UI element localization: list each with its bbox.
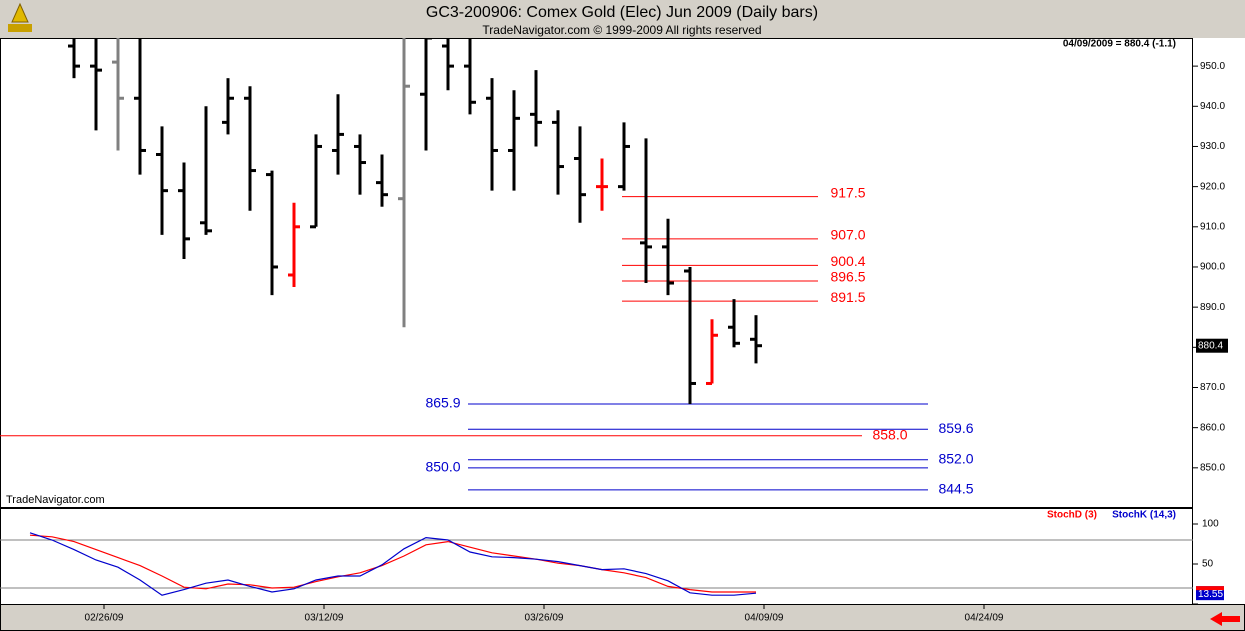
date-axis bbox=[0, 604, 1245, 631]
y-tick-label: 860.0 bbox=[1200, 422, 1225, 433]
y-tick-label: 930.0 bbox=[1200, 141, 1225, 152]
y-tick-label: 910.0 bbox=[1200, 221, 1225, 232]
level-label: 859.6 bbox=[938, 420, 973, 436]
last-value-label: 13.55 bbox=[1198, 589, 1223, 600]
watermark: TradeNavigator.com bbox=[6, 494, 105, 506]
stoch-line bbox=[29, 534, 756, 593]
level-label: 891.5 bbox=[830, 289, 865, 305]
legend-entry: StochK (14,3) bbox=[1112, 510, 1176, 521]
x-tick-label: 02/26/09 bbox=[85, 613, 124, 624]
x-tick-label: 04/09/09 bbox=[745, 613, 784, 624]
level-label: 844.5 bbox=[938, 481, 973, 497]
y-tick-label: 940.0 bbox=[1200, 101, 1225, 112]
stoch-panel bbox=[0, 508, 1193, 605]
last-quote: 04/09/2009 = 880.4 (-1.1) bbox=[1063, 39, 1176, 50]
y-tick-label: 50 bbox=[1202, 559, 1214, 570]
logo bbox=[8, 2, 32, 32]
last-value-box-top bbox=[1196, 586, 1224, 591]
level-label: 858.0 bbox=[872, 426, 907, 442]
x-tick-label: 04/24/09 bbox=[965, 613, 1004, 624]
y-tick-label: 870.0 bbox=[1200, 382, 1225, 393]
level-label: 850.0 bbox=[425, 459, 460, 475]
stoch-line bbox=[29, 532, 757, 596]
legend-entry: StochD (3) bbox=[1047, 510, 1097, 521]
y-tick-label: 950.0 bbox=[1200, 61, 1225, 72]
chart-subtitle: TradeNavigator.com © 1999-2009 All right… bbox=[482, 23, 761, 37]
y-tick-label: 100 bbox=[1202, 519, 1219, 530]
level-label: 896.5 bbox=[830, 269, 865, 285]
price-plot bbox=[0, 38, 928, 491]
chart-title: GC3-200906: Comex Gold (Elec) Jun 2009 (… bbox=[426, 4, 818, 21]
last-price-label: 880.4 bbox=[1198, 340, 1223, 351]
level-label: 900.4 bbox=[830, 253, 865, 269]
y-tick-label: 890.0 bbox=[1200, 302, 1225, 313]
level-label: 852.0 bbox=[938, 450, 973, 466]
level-label: 917.5 bbox=[830, 184, 865, 200]
y-tick-label: 920.0 bbox=[1200, 181, 1225, 192]
price-panel bbox=[0, 38, 1193, 508]
y-tick-label: 900.0 bbox=[1200, 262, 1225, 273]
scroll-arrow[interactable] bbox=[1210, 612, 1240, 626]
x-tick-label: 03/12/09 bbox=[305, 613, 344, 624]
level-label: 865.9 bbox=[425, 395, 460, 411]
last-price-box bbox=[1196, 338, 1228, 353]
y-tick-label: 850.0 bbox=[1200, 462, 1225, 473]
title-bar bbox=[0, 0, 1245, 38]
level-label: 907.0 bbox=[830, 227, 865, 243]
x-tick-label: 03/26/09 bbox=[525, 613, 564, 624]
